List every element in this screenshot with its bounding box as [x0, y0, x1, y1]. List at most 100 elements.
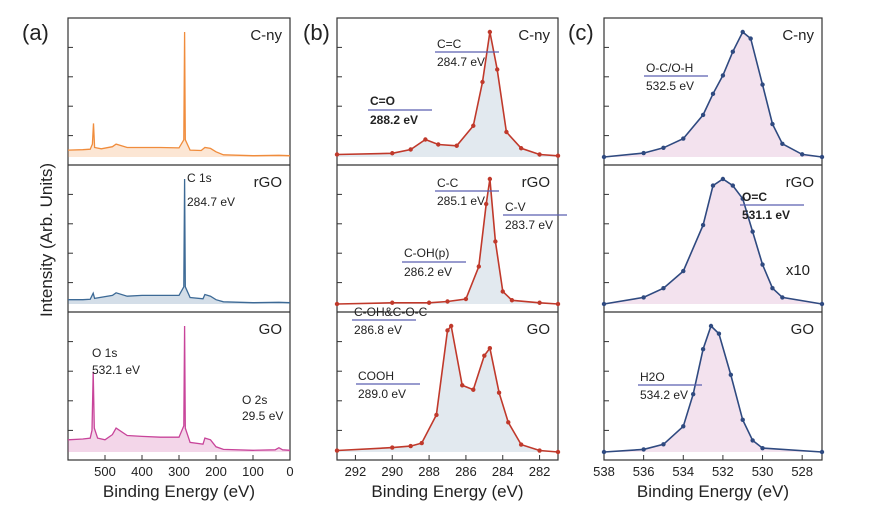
- data-point: [408, 443, 413, 449]
- data-point: [700, 112, 706, 118]
- series-label: C-ny: [782, 27, 814, 44]
- data-point: [496, 390, 502, 395]
- data-point: [720, 176, 726, 182]
- data-point: [482, 353, 487, 358]
- data-point: [661, 442, 666, 447]
- data-point: [408, 147, 413, 152]
- x-tick-label: 100: [242, 464, 264, 479]
- spectrum-line: [68, 178, 291, 304]
- data-point: [601, 449, 607, 455]
- data-point: [487, 346, 493, 351]
- data-point: [506, 420, 511, 425]
- x-tick-label: 538: [593, 464, 615, 479]
- data-point: [334, 301, 340, 307]
- x-tick-label: 286: [455, 464, 477, 479]
- data-point: [487, 176, 493, 182]
- spectrum-fill: [68, 326, 290, 452]
- data-point: [661, 145, 666, 150]
- x-tick-label: 532: [712, 464, 734, 479]
- spectrum-line: [336, 324, 559, 453]
- panel-label: (b): [303, 20, 330, 45]
- data-point: [760, 445, 765, 451]
- data-point: [681, 424, 686, 429]
- data-point: [740, 417, 745, 423]
- annotation-name: C-OH&C-O-C: [354, 305, 428, 319]
- x-tick-label: 528: [791, 464, 813, 479]
- x-axis-label: Binding Energy (eV): [103, 482, 255, 501]
- x-tick-label: 0: [286, 464, 293, 479]
- annotation-name: C-OH(p): [404, 246, 449, 260]
- y-axis-label: Intensity (Arb. Units): [37, 163, 56, 317]
- data-point: [641, 447, 646, 452]
- data-point: [740, 29, 745, 35]
- annotation-name: O 1s: [92, 346, 117, 360]
- data-point: [760, 262, 765, 267]
- data-point: [504, 129, 509, 135]
- panel-frame: [336, 17, 559, 461]
- x-tick-label: 400: [131, 464, 153, 479]
- x-tick-label: 500: [94, 464, 116, 479]
- series-label: GO: [527, 321, 550, 338]
- scale-note: x10: [786, 262, 810, 279]
- annotation-value: 288.2 eV: [370, 113, 418, 127]
- data-point: [334, 152, 340, 157]
- data-point: [760, 82, 765, 87]
- annotation-name: C 1s: [187, 171, 212, 185]
- data-point: [750, 438, 755, 443]
- data-point: [555, 301, 561, 307]
- annotation-name: O=C: [742, 190, 767, 204]
- data-point: [770, 286, 775, 291]
- x-tick-label: 290: [381, 464, 403, 479]
- data-point: [495, 67, 500, 72]
- annotation-name: COOH: [358, 369, 394, 383]
- series-label: GO: [791, 321, 814, 338]
- data-point: [493, 239, 498, 244]
- series-label: rGO: [786, 174, 814, 191]
- data-point: [730, 183, 736, 188]
- spectrum-fill: [68, 32, 290, 157]
- data-point: [334, 448, 340, 453]
- data-point: [537, 448, 542, 453]
- panel-frame: [603, 17, 823, 461]
- data-point: [819, 301, 825, 307]
- data-point: [445, 299, 450, 304]
- data-point: [483, 201, 489, 207]
- data-point: [460, 383, 465, 388]
- data-point: [390, 151, 395, 156]
- data-point: [708, 323, 714, 329]
- data-point: [799, 152, 805, 157]
- data-point: [748, 36, 753, 41]
- series-label: C-ny: [518, 27, 550, 44]
- data-point: [770, 121, 775, 127]
- annotation-value: 285.1 eV: [437, 194, 485, 208]
- annotation-value: 283.7 eV: [505, 218, 553, 232]
- data-point: [555, 153, 561, 158]
- data-point: [720, 73, 726, 78]
- spectrum-fill: [604, 179, 822, 304]
- data-point: [661, 286, 666, 291]
- annotation-name: C=C: [437, 37, 462, 51]
- x-tick-label: 300: [168, 464, 190, 479]
- data-point: [641, 150, 646, 156]
- x-tick-label: 284: [492, 464, 514, 479]
- data-point: [780, 295, 785, 300]
- data-point: [819, 154, 825, 160]
- data-point: [537, 152, 542, 157]
- data-point: [681, 268, 686, 274]
- data-point: [518, 146, 524, 151]
- data-point: [390, 445, 395, 450]
- x-tick-label: 200: [205, 464, 227, 479]
- data-point: [740, 196, 745, 201]
- data-point: [728, 372, 734, 378]
- data-point: [601, 301, 607, 307]
- x-axis-label: Binding Energy (eV): [637, 482, 789, 501]
- spectrum-line: [67, 31, 291, 157]
- annotation-value: 284.7 eV: [187, 195, 235, 209]
- annotation-name: O 2s: [242, 393, 267, 407]
- data-point: [641, 295, 646, 300]
- annotation-name: C-C: [437, 176, 459, 190]
- data-point: [716, 331, 722, 336]
- annotation-value: 286.2 eV: [404, 265, 452, 279]
- panel-1: (b) 292 290 288 286 284 282 Binding Energy (eV)…: [303, 17, 567, 501]
